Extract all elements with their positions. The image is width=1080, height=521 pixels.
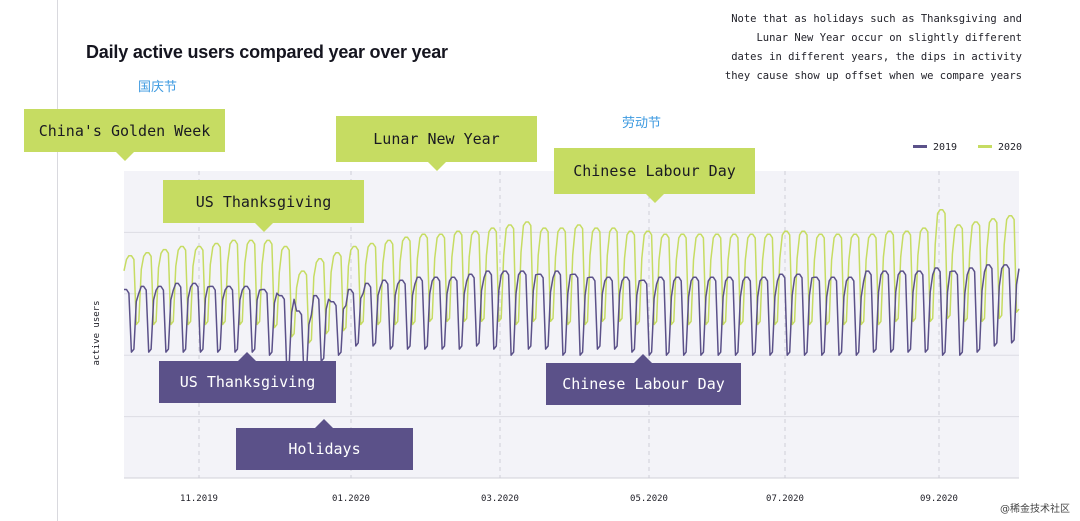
x-tick-label: 05.2020 bbox=[630, 494, 668, 504]
cn-label-labour-day: 劳动节 bbox=[622, 116, 662, 131]
x-tick-label: 01.2020 bbox=[332, 494, 370, 504]
annotation-label: Lunar New Year bbox=[373, 130, 500, 148]
annotation-pointer bbox=[315, 419, 333, 428]
x-tick-label: 09.2020 bbox=[920, 494, 958, 504]
x-tick-label: 03.2020 bbox=[481, 494, 519, 504]
series-line-2019 bbox=[124, 264, 1020, 378]
legend-label-2019: 2019 bbox=[933, 142, 958, 153]
x-tick-label: 07.2020 bbox=[766, 494, 804, 504]
watermark: @稀金技术社区 bbox=[1000, 504, 1070, 515]
x-tick-label: 11.2019 bbox=[180, 494, 218, 504]
annotation-label: US Thanksgiving bbox=[179, 373, 316, 391]
y-axis-label: active users bbox=[92, 300, 102, 366]
annotation-pointer bbox=[238, 352, 256, 361]
legend-swatch-2019 bbox=[913, 144, 927, 148]
annotation-pointer bbox=[255, 223, 273, 232]
annotation-label: Chinese Labour Day bbox=[562, 375, 725, 393]
annotation-golden-week: China's Golden Week bbox=[24, 109, 225, 161]
annotation-label: Chinese Labour Day bbox=[573, 162, 736, 180]
annotation-pointer bbox=[646, 194, 664, 203]
cn-label-national-day: 国庆节 bbox=[138, 80, 178, 95]
annotation-pointer bbox=[634, 354, 652, 363]
annotation-lunar-new-year: Lunar New Year bbox=[336, 116, 537, 171]
series-line-2020 bbox=[123, 208, 1020, 344]
annotation-chinese-labour-day-2020: Chinese Labour Day bbox=[554, 148, 755, 203]
left-divider bbox=[57, 0, 58, 521]
chart-title: Daily active users compared year over ye… bbox=[86, 42, 448, 62]
annotation-label: Holidays bbox=[288, 440, 361, 458]
annotation-label: China's Golden Week bbox=[38, 121, 211, 140]
annotation-holidays: Holidays bbox=[236, 419, 413, 470]
annotation-chinese-labour-day-2019: Chinese Labour Day bbox=[546, 354, 741, 405]
annotation-label: US Thanksgiving bbox=[195, 192, 332, 211]
legend-item-2020: 2020 bbox=[978, 142, 1022, 153]
annotation-pointer bbox=[116, 152, 134, 161]
legend-swatch-2020 bbox=[978, 144, 992, 148]
annotation-pointer bbox=[428, 162, 446, 171]
legend-item-2019: 2019 bbox=[913, 142, 957, 153]
legend-label-2020: 2020 bbox=[998, 142, 1023, 153]
chart-note: Note that as holidays such as Thanksgivi… bbox=[724, 13, 1022, 82]
annotation-us-thanksgiving-2019: US Thanksgiving bbox=[159, 352, 336, 403]
annotation-us-thanksgiving-2020: US Thanksgiving bbox=[163, 180, 364, 232]
